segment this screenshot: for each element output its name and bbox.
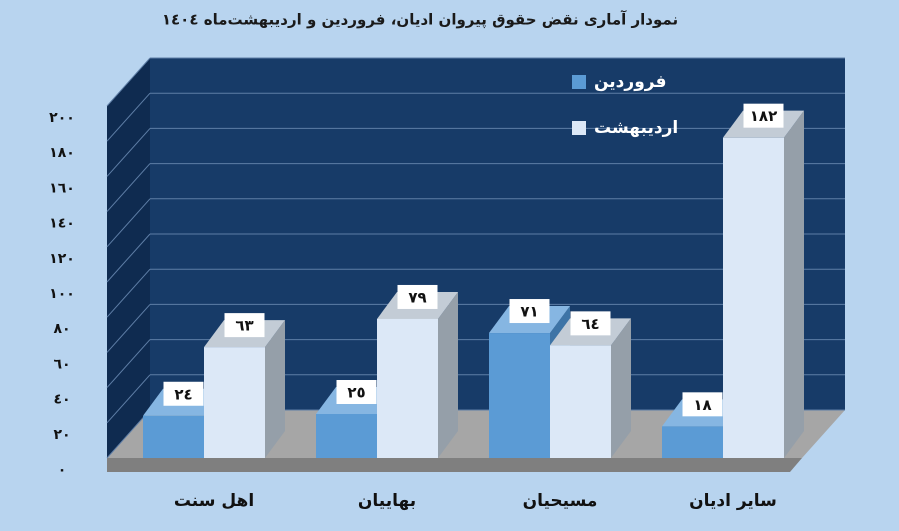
value-label: ٢٥ <box>347 384 365 402</box>
y-tick-label: ٢٠٠ <box>49 110 75 126</box>
grid-line <box>106 57 151 107</box>
legend-swatch <box>572 121 586 135</box>
value-label-box <box>224 313 265 338</box>
y-tick-label: ٦٠ <box>53 356 70 372</box>
x-tick-label: مسیحیان <box>523 491 598 511</box>
x-tick-label: سایر ادیان <box>689 491 777 511</box>
bar <box>550 345 611 458</box>
floor-edge <box>107 458 802 472</box>
y-tick-label: ٢٠ <box>53 427 70 443</box>
x-tick-label: بهاییان <box>358 491 416 511</box>
value-label: ٧١ <box>520 303 538 321</box>
y-tick-label: ٤٠ <box>53 392 70 408</box>
y-tick-label: ١٦٠ <box>49 180 75 196</box>
bar-side <box>438 291 458 458</box>
grid-line <box>106 163 151 212</box>
x-tick-label: اهل سنت <box>174 491 254 511</box>
y-tick-label: ٠ <box>58 462 67 478</box>
grid-line <box>106 409 151 459</box>
value-label: ٢٤ <box>174 385 192 403</box>
value-label-box <box>682 392 723 417</box>
value-label: ١٨ <box>693 396 711 414</box>
legend-swatch <box>572 75 586 89</box>
y-tick-label: ١٢٠ <box>49 251 75 267</box>
bar-side <box>611 318 631 458</box>
bar <box>662 426 723 458</box>
grid-line <box>106 92 151 142</box>
bar-side <box>784 110 804 459</box>
value-label-box <box>336 380 377 404</box>
bar-side <box>265 320 285 458</box>
bar <box>204 347 265 458</box>
floor <box>107 410 845 458</box>
grid-line <box>106 128 151 177</box>
bar <box>143 415 204 458</box>
grid-line <box>106 304 151 353</box>
bar <box>723 137 784 458</box>
grid-line <box>106 339 151 388</box>
y-tick-label: ١٨٠ <box>49 145 75 161</box>
grid-line <box>106 268 151 318</box>
grid-line <box>106 374 151 424</box>
legend-label: فروردین <box>594 72 666 92</box>
legend-label: اردیبهشت <box>594 118 678 138</box>
bar <box>489 333 550 458</box>
value-label: ٦٤ <box>581 315 599 333</box>
value-label-box <box>509 299 550 324</box>
value-label: ٦٣ <box>235 317 253 335</box>
chart-title: نمودار آماری نقض حقوق پیروان ادیان، فرور… <box>162 11 678 30</box>
value-label-box <box>397 284 438 309</box>
value-label-box <box>743 103 784 128</box>
grid-line <box>106 198 151 248</box>
y-tick-label: ١٠٠ <box>49 286 75 302</box>
y-tick-label: ٨٠ <box>53 321 70 337</box>
y-tick-label: ١٤٠ <box>49 216 75 232</box>
value-label-box <box>570 311 611 336</box>
grid-line <box>106 233 151 283</box>
bar <box>316 414 377 458</box>
value-label: ١٨٢ <box>750 107 777 125</box>
bar <box>377 318 438 458</box>
value-label: ٧٩ <box>408 288 426 306</box>
value-label-box <box>163 381 204 406</box>
